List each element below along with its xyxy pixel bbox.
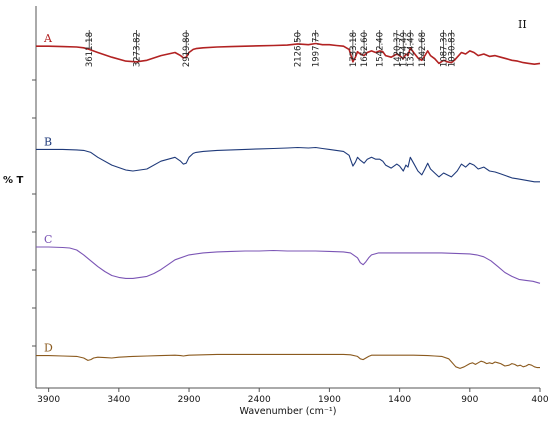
x-tick-label: 2400 <box>248 395 271 405</box>
peak-label: 2126.50 <box>294 32 304 67</box>
peak-label: 1420.37 <box>393 32 403 67</box>
peak-label: 1242.68 <box>418 32 428 67</box>
series-line-b <box>36 146 540 183</box>
x-tick-label: 900 <box>461 395 478 405</box>
axes: 3900 3400 2900 2400 1900 1400 900 400 <box>32 6 549 405</box>
peak-label: 1997.73 <box>312 32 322 67</box>
panel-label: II <box>518 18 527 31</box>
peak-label: 2919.80 <box>182 32 192 67</box>
x-tick-label: 3400 <box>107 395 130 405</box>
x-tick-label: 3900 <box>37 395 60 405</box>
peak-label: 1030.83 <box>447 32 457 67</box>
peak-label: 3611.18 <box>85 32 95 67</box>
series-line-c <box>36 246 541 284</box>
y-axis-label: % T <box>3 175 24 186</box>
x-tick-label: 1400 <box>388 395 411 405</box>
x-tick-label: 400 <box>531 395 548 405</box>
series-label-c: C <box>44 233 52 246</box>
peak-label: 1733.18 <box>349 32 359 67</box>
series-label-d: D <box>44 342 53 355</box>
peak-label: 1324.49 <box>406 32 416 67</box>
series-layer: A B C D <box>36 32 541 369</box>
series-label-a: A <box>43 32 53 45</box>
peak-label: 1374.49 <box>399 32 409 67</box>
x-tick-label: 2900 <box>178 395 201 405</box>
series-label-b: B <box>44 135 52 148</box>
peak-label: 3273.82 <box>133 32 143 67</box>
annotation-layer: 3611.18 3273.82 2919.80 2126.50 1997.73 1733.… <box>85 30 457 67</box>
series-line-a <box>36 42 541 65</box>
peak-label: 1542.40 <box>376 32 386 67</box>
x-axis-label: Wavenumber (cm⁻¹) <box>240 406 337 417</box>
x-tick-label: 1900 <box>318 395 341 405</box>
peak-label: 1652.60 <box>360 32 370 67</box>
x-ticks: 3900 3400 2900 2400 1900 1400 900 400 <box>37 388 549 405</box>
peak-label: 1087.39 <box>440 32 450 67</box>
series-line-d <box>36 353 540 369</box>
